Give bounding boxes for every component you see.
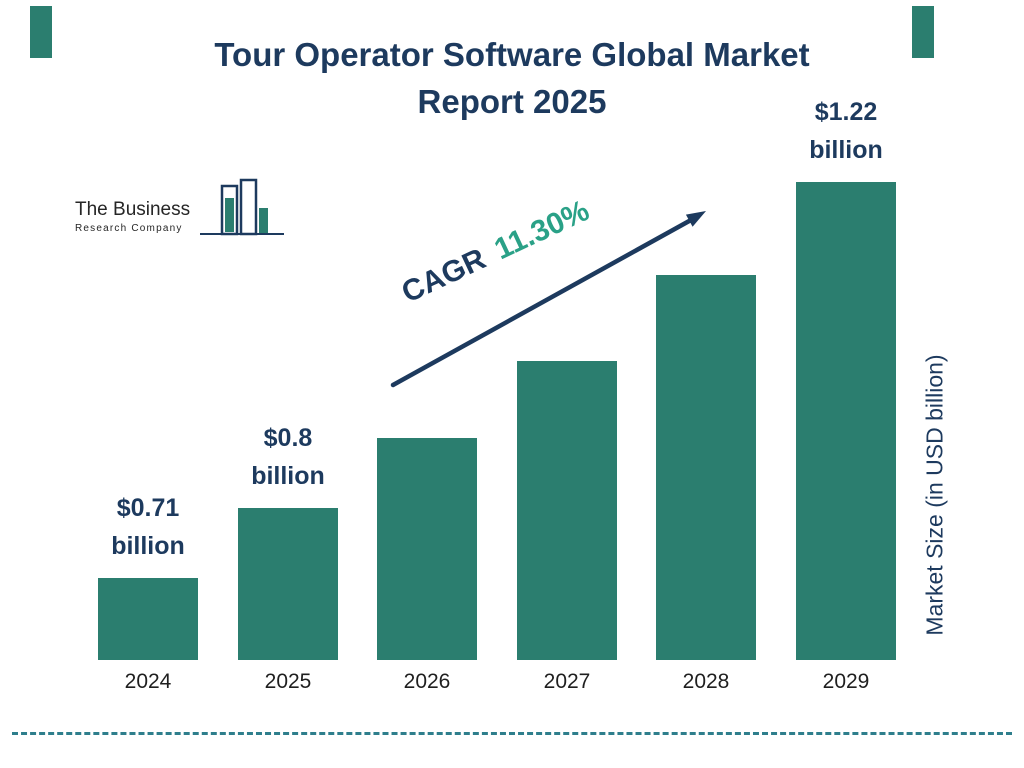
page-title: Tour Operator Software Global Market Rep… bbox=[0, 32, 1024, 126]
bar-value-amount: $0.71 bbox=[116, 493, 180, 522]
logo-text: The Business Research Company bbox=[75, 199, 191, 234]
x-tick-label-2026: 2026 bbox=[403, 670, 451, 693]
bar-value-amount: $0.8 bbox=[263, 423, 313, 452]
bar-2026 bbox=[377, 438, 477, 660]
bar-value-label-2024: $0.71 billion bbox=[73, 489, 223, 567]
logo-subname: Research Company bbox=[75, 223, 183, 234]
company-logo: The Business Research Company bbox=[75, 178, 286, 242]
bar-value-unit: billion bbox=[111, 532, 185, 561]
title-line-1: Tour Operator Software Global Market bbox=[214, 36, 810, 73]
corner-accent-left bbox=[30, 6, 52, 58]
x-tick-label-2027: 2027 bbox=[543, 670, 591, 693]
x-tick-label-2025: 2025 bbox=[264, 670, 312, 693]
bar-2027 bbox=[517, 361, 617, 660]
bar-value-unit: billion bbox=[251, 462, 325, 491]
title-line-2: Report 2025 bbox=[417, 82, 607, 120]
bar-value-unit: billion bbox=[809, 136, 883, 165]
bar-2025 bbox=[238, 508, 338, 660]
bottom-dashed-divider bbox=[12, 732, 1012, 735]
cagr-trend-arrow bbox=[390, 211, 706, 388]
bar-value-amount: $1.22 bbox=[814, 97, 878, 126]
bar-2028 bbox=[656, 275, 756, 660]
bar-value-label-2029: $1.22 billion bbox=[771, 93, 921, 171]
y-axis-label: Market Size (in USD billion) bbox=[921, 354, 948, 636]
bar-value-label-2025: $0.8 billion bbox=[213, 419, 363, 497]
corner-accent-right bbox=[912, 6, 934, 58]
logo-name: The Business bbox=[75, 199, 191, 221]
bar-2029 bbox=[796, 182, 896, 660]
x-tick-label-2024: 2024 bbox=[124, 670, 172, 693]
bar-2024 bbox=[98, 578, 198, 660]
x-tick-label-2029: 2029 bbox=[822, 670, 870, 693]
x-tick-label-2028: 2028 bbox=[682, 670, 730, 693]
logo-bars-icon bbox=[200, 178, 285, 236]
